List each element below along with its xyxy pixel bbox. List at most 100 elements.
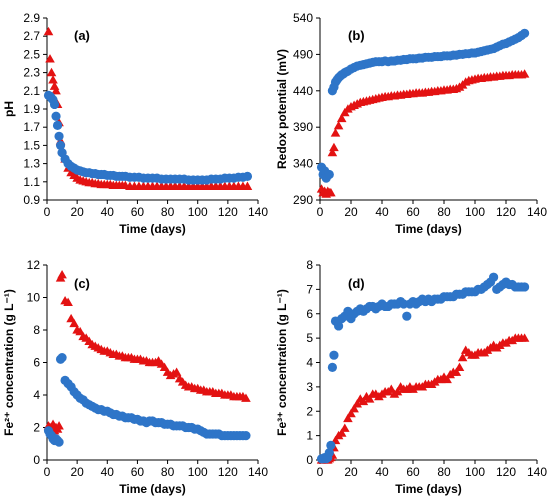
data-point-triangle [63, 297, 73, 306]
y-tick-label: 0.9 [23, 193, 40, 207]
data-point-triangle [392, 386, 403, 396]
series-triangle [43, 26, 253, 190]
x-tick-label: 0 [317, 465, 324, 479]
data-point-triangle [343, 413, 353, 423]
data-point-circle [324, 448, 334, 458]
x-tick-label: 40 [101, 205, 115, 219]
data-point-circle [324, 169, 334, 180]
data-point-circle [489, 272, 499, 282]
x-tick-label: 120 [496, 205, 516, 219]
y-tick-label: 1 [306, 429, 313, 443]
data-point-triangle [43, 26, 54, 36]
panel-label: (b) [348, 28, 365, 43]
x-tick-label: 60 [406, 205, 420, 219]
x-tick-label: 140 [248, 205, 268, 219]
x-tick-label: 0 [44, 465, 51, 479]
y-tick-label: 2 [306, 404, 313, 418]
x-tick-label: 40 [375, 465, 389, 479]
x-tick-label: 80 [437, 205, 451, 219]
y-tick-label: 4 [33, 388, 40, 402]
data-point-triangle [519, 333, 530, 342]
x-axis-title: Time (days) [119, 222, 185, 236]
data-point-triangle [340, 423, 350, 432]
data-point-triangle [352, 399, 362, 408]
data-point-triangle [327, 147, 338, 157]
panel-d: 0 20 40 60 80 100 120 140 0 1 2 3 4 5 6 7 8 Time (days) Fe… [275, 258, 547, 496]
y-tick-label: 3 [306, 380, 313, 394]
y-tick-label: 12 [27, 258, 41, 272]
y-tick-label: 2.3 [23, 66, 40, 80]
data-point-triangle [442, 374, 452, 384]
data-point-triangle [349, 404, 359, 413]
x-tick-label: 100 [465, 205, 485, 219]
y-tick-label: 540 [293, 11, 313, 25]
y-axis-title: Redox potential (mV) [275, 49, 289, 169]
x-tick-label: 40 [101, 465, 115, 479]
data-point-triangle [457, 352, 468, 362]
data-point-triangle [333, 120, 344, 130]
data-point-triangle [330, 128, 341, 137]
series-triangle [316, 333, 530, 464]
data-point-triangle [451, 367, 462, 376]
y-tick-label: 2.5 [23, 47, 40, 61]
data-point-triangle [336, 428, 347, 437]
data-point-triangle [171, 367, 182, 376]
x-tick-label: 0 [317, 205, 324, 219]
y-tick-label: 0 [33, 453, 40, 467]
y-tick-label: 8 [33, 323, 40, 337]
y-tick-label: 4 [306, 356, 313, 370]
y-tick-label: 490 [293, 47, 313, 61]
x-tick-label: 100 [465, 465, 485, 479]
y-tick-label: 2 [33, 421, 40, 435]
panel-label: (c) [74, 276, 90, 291]
x-tick-label: 60 [131, 205, 145, 219]
data-point-circle [54, 437, 64, 447]
data-point-circle [52, 120, 63, 130]
data-point-triangle [45, 54, 55, 63]
data-point-triangle [329, 142, 339, 152]
y-tick-label: 1.1 [23, 175, 40, 189]
data-point-circle [329, 350, 339, 360]
panel-label: (d) [348, 276, 365, 291]
x-tick-label: 20 [344, 465, 358, 479]
y-tick-label: 0 [306, 453, 313, 467]
x-tick-label: 40 [375, 205, 389, 219]
x-tick-label: 120 [218, 205, 238, 219]
y-axis-title: Fe³⁺ concentration (g L⁻¹) [275, 289, 289, 436]
x-tick-label: 20 [70, 465, 84, 479]
series-circle [43, 90, 253, 185]
data-point-circle [241, 431, 251, 441]
series-circle [316, 28, 530, 183]
data-point-triangle [242, 181, 253, 190]
y-tick-label: 7 [306, 282, 313, 296]
y-tick-label: 2.7 [23, 29, 40, 43]
data-point-triangle [346, 408, 356, 418]
panel-a: 0 20 40 60 80 100 120 140 0.9 1.1 1.3 1.5 1.7 1.9 2.1 2… [2, 11, 268, 236]
data-point-circle [51, 111, 61, 121]
x-tick-label: 80 [161, 205, 175, 219]
data-point-triangle [326, 187, 336, 197]
panel-b: 0 20 40 60 80 100 120 140 290 340 390 440 490 540 Time… [275, 11, 547, 236]
y-axis-title: Fe²⁺ concentration (g L⁻¹) [2, 289, 16, 436]
y-tick-label: 390 [293, 120, 313, 134]
x-tick-label: 100 [188, 465, 208, 479]
x-tick-label: 20 [70, 205, 84, 219]
x-tick-label: 140 [527, 465, 547, 479]
data-point-triangle [454, 362, 465, 371]
data-point-triangle [48, 75, 58, 84]
y-tick-label: 5 [306, 331, 313, 345]
y-tick-label: 1.5 [23, 138, 40, 152]
data-point-triangle [358, 396, 369, 406]
data-point-triangle [54, 421, 64, 430]
data-point-triangle [519, 69, 530, 78]
x-tick-label: 140 [527, 205, 547, 219]
y-tick-label: 8 [306, 258, 313, 272]
data-point-triangle [336, 113, 347, 123]
data-point-circle [402, 311, 412, 321]
data-point-circle [520, 28, 530, 38]
data-point-circle [327, 362, 337, 372]
data-point-triangle [46, 67, 57, 77]
data-point-circle [57, 353, 67, 363]
x-tick-label: 0 [44, 205, 51, 219]
data-point-circle [242, 171, 253, 181]
